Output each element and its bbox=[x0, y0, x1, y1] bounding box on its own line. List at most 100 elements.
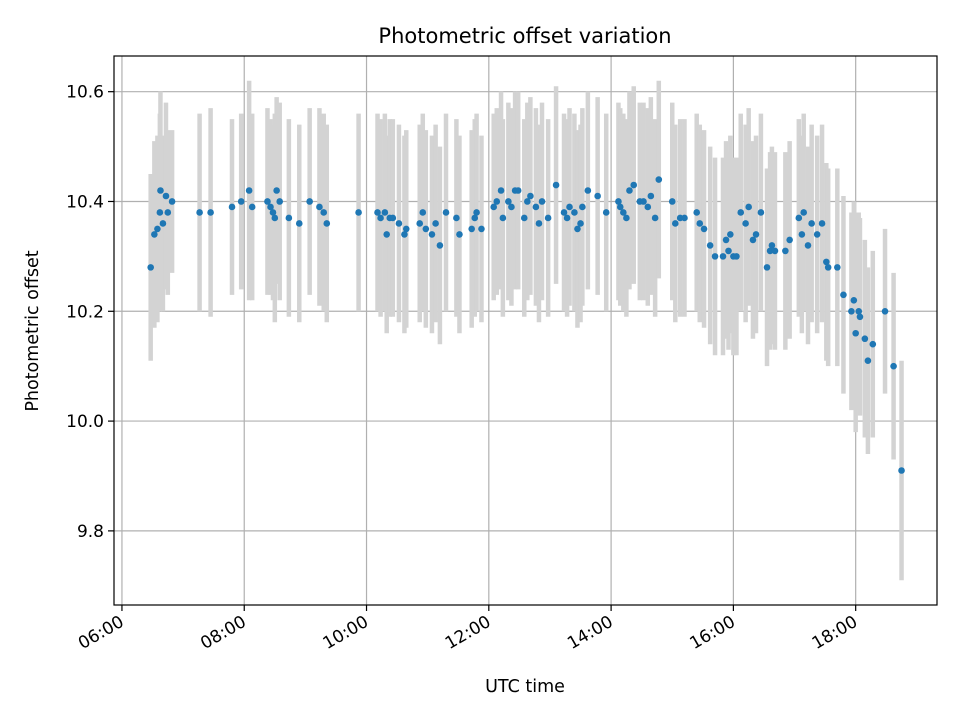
data-point bbox=[436, 242, 444, 249]
data-point bbox=[520, 214, 528, 222]
data-point bbox=[416, 220, 424, 227]
data-point bbox=[228, 203, 236, 211]
data-point bbox=[818, 220, 826, 227]
data-point bbox=[560, 209, 568, 216]
data-point bbox=[693, 209, 701, 216]
data-point bbox=[594, 192, 601, 200]
data-point bbox=[402, 225, 410, 233]
x-tick-label: 10:00 bbox=[320, 612, 372, 654]
data-point bbox=[442, 209, 450, 216]
data-point bbox=[524, 198, 531, 205]
data-point bbox=[763, 264, 771, 271]
data-point bbox=[571, 209, 578, 216]
data-point bbox=[147, 264, 154, 271]
data-point bbox=[706, 242, 714, 249]
data-point bbox=[834, 264, 841, 271]
y-tick-label: 10.2 bbox=[66, 302, 104, 322]
data-point bbox=[389, 214, 397, 222]
data-point bbox=[306, 198, 313, 205]
data-point bbox=[264, 198, 271, 205]
y-axis-label: Photometric offset bbox=[23, 250, 43, 411]
data-point bbox=[864, 357, 872, 364]
data-point bbox=[383, 231, 391, 238]
data-point bbox=[768, 242, 776, 249]
data-point bbox=[840, 291, 847, 299]
data-point bbox=[655, 176, 663, 183]
data-point bbox=[647, 192, 655, 200]
data-point bbox=[471, 214, 479, 222]
data-point bbox=[563, 214, 571, 222]
x-tick-label: 12:00 bbox=[442, 612, 494, 654]
data-point bbox=[374, 209, 381, 216]
data-point bbox=[696, 220, 704, 227]
data-point bbox=[538, 198, 546, 205]
data-point bbox=[850, 297, 858, 304]
data-point bbox=[881, 307, 889, 315]
data-point bbox=[456, 231, 463, 238]
data-point bbox=[640, 198, 647, 205]
data-point bbox=[164, 209, 172, 216]
data-point bbox=[725, 247, 732, 255]
data-point bbox=[566, 203, 573, 211]
x-tick-label: 16:00 bbox=[686, 612, 738, 654]
data-point bbox=[355, 209, 362, 216]
plot-frame bbox=[113, 55, 938, 606]
data-point bbox=[757, 209, 765, 216]
data-point bbox=[626, 187, 633, 194]
data-point bbox=[432, 220, 439, 227]
data-point bbox=[159, 220, 167, 227]
data-point bbox=[248, 203, 256, 211]
data-point bbox=[795, 214, 803, 222]
data-point bbox=[798, 231, 806, 238]
data-point bbox=[737, 209, 745, 216]
data-point bbox=[422, 225, 430, 233]
data-point bbox=[276, 198, 284, 205]
data-point bbox=[401, 231, 408, 238]
data-point bbox=[428, 231, 436, 238]
data-point bbox=[651, 214, 659, 222]
data-point bbox=[890, 362, 897, 370]
data-point bbox=[823, 258, 830, 266]
data-point bbox=[786, 236, 793, 244]
data-point bbox=[616, 203, 624, 211]
y-tick-label: 9.8 bbox=[77, 522, 104, 542]
data-point bbox=[320, 209, 328, 216]
data-points bbox=[147, 176, 905, 474]
data-point bbox=[577, 220, 584, 227]
data-point bbox=[490, 203, 498, 211]
data-point bbox=[771, 247, 779, 255]
data-point bbox=[505, 198, 512, 205]
data-point bbox=[499, 214, 507, 222]
data-point bbox=[162, 192, 170, 200]
data-point bbox=[527, 192, 534, 200]
error-bars bbox=[148, 80, 904, 581]
data-point bbox=[468, 225, 475, 233]
data-point bbox=[271, 214, 279, 222]
data-point bbox=[719, 253, 727, 260]
data-point bbox=[154, 225, 161, 233]
data-point bbox=[514, 187, 522, 194]
data-point bbox=[861, 335, 869, 343]
x-tick-label: 18:00 bbox=[809, 612, 861, 654]
data-point bbox=[579, 203, 586, 211]
data-point bbox=[497, 187, 505, 194]
data-point bbox=[745, 203, 752, 211]
data-point bbox=[733, 253, 740, 260]
data-point bbox=[285, 214, 293, 222]
data-point bbox=[644, 203, 652, 211]
data-point bbox=[157, 187, 164, 194]
data-point bbox=[852, 329, 859, 337]
data-point bbox=[620, 209, 627, 216]
data-point bbox=[722, 236, 730, 244]
chart-title: Photometric offset variation bbox=[378, 24, 671, 48]
data-point bbox=[323, 220, 331, 227]
data-point bbox=[151, 231, 158, 238]
data-point bbox=[681, 214, 688, 222]
data-point bbox=[267, 203, 274, 211]
data-point bbox=[535, 220, 543, 227]
y-tick-label: 10.0 bbox=[66, 412, 104, 432]
data-point bbox=[395, 220, 403, 227]
data-point bbox=[808, 220, 815, 227]
data-point bbox=[615, 198, 622, 205]
